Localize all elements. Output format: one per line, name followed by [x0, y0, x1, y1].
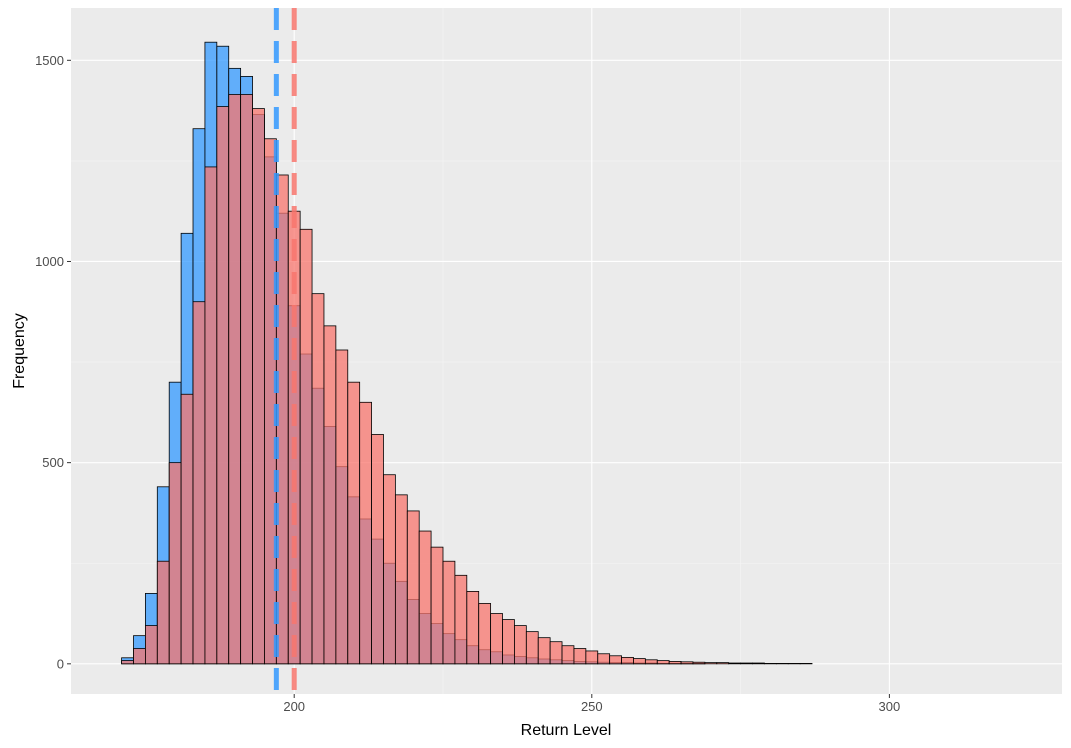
histogram-bar	[752, 662, 765, 665]
histogram-bar	[359, 401, 372, 665]
histogram-bar	[311, 293, 325, 665]
histogram-bar	[121, 660, 134, 665]
y-tick-label: 1500	[35, 53, 64, 68]
histogram-bar	[537, 637, 551, 665]
histogram-bar	[609, 655, 622, 665]
histogram-bar	[406, 510, 420, 665]
histogram-bar	[192, 301, 206, 665]
histogram-bar	[228, 94, 242, 665]
histogram-bar	[514, 625, 527, 665]
y-axis-title: Frequency	[11, 313, 28, 389]
histogram-bar	[133, 648, 146, 665]
histogram-bar	[252, 108, 265, 665]
histogram-bar	[418, 530, 432, 665]
y-tick-label: 1000	[35, 254, 64, 269]
x-axis-title: Return Level	[521, 722, 612, 739]
histogram-bar	[740, 662, 753, 665]
histogram-bar	[335, 349, 349, 665]
histogram-bar	[156, 560, 170, 665]
histogram-bar	[371, 434, 384, 665]
histogram-bar	[490, 613, 503, 665]
histogram-bar	[180, 393, 194, 665]
histogram-bar	[621, 656, 634, 665]
histogram-bar	[240, 94, 253, 665]
histogram-bar	[168, 462, 182, 665]
x-tick-label: 250	[581, 699, 603, 714]
histogram-bar	[394, 494, 408, 665]
histogram-bar	[728, 662, 741, 665]
histogram-bar	[633, 658, 646, 665]
histogram-bar	[454, 574, 468, 665]
histogram-bar	[323, 325, 337, 665]
histogram-bar	[299, 228, 313, 665]
histogram-bar	[573, 648, 587, 665]
histogram-bar	[549, 641, 563, 665]
histogram-bar	[597, 653, 611, 665]
x-tick-label: 300	[879, 699, 901, 714]
x-tick-label: 200	[283, 699, 305, 714]
x-axis: 200 250 300	[283, 694, 900, 714]
y-tick-label: 500	[42, 455, 64, 470]
histogram-bar	[585, 650, 599, 665]
histogram-bar	[430, 546, 444, 665]
histogram-bar	[144, 625, 158, 665]
histogram-bar	[692, 661, 706, 665]
histogram-bar	[561, 645, 575, 665]
y-axis: 0 500 1000 1500	[35, 53, 71, 671]
histogram-bar	[704, 662, 718, 665]
histogram-bar	[383, 474, 396, 665]
histogram-bar	[466, 591, 480, 665]
histogram-bar	[656, 660, 670, 665]
histogram-bar	[668, 661, 682, 665]
histogram-bar	[525, 631, 539, 665]
histogram-bar	[216, 106, 230, 665]
histogram-bar	[204, 166, 218, 665]
histogram-bar	[502, 619, 515, 665]
histogram-bar	[442, 560, 456, 665]
histogram-bar	[680, 661, 694, 665]
histogram-series-red	[121, 94, 813, 665]
mean-lines	[273, 8, 297, 694]
y-tick-label: 0	[57, 656, 64, 671]
histogram-bar	[716, 662, 730, 665]
histogram-bar	[478, 603, 492, 665]
histogram-bar	[347, 381, 361, 665]
histogram-bar	[644, 659, 658, 665]
